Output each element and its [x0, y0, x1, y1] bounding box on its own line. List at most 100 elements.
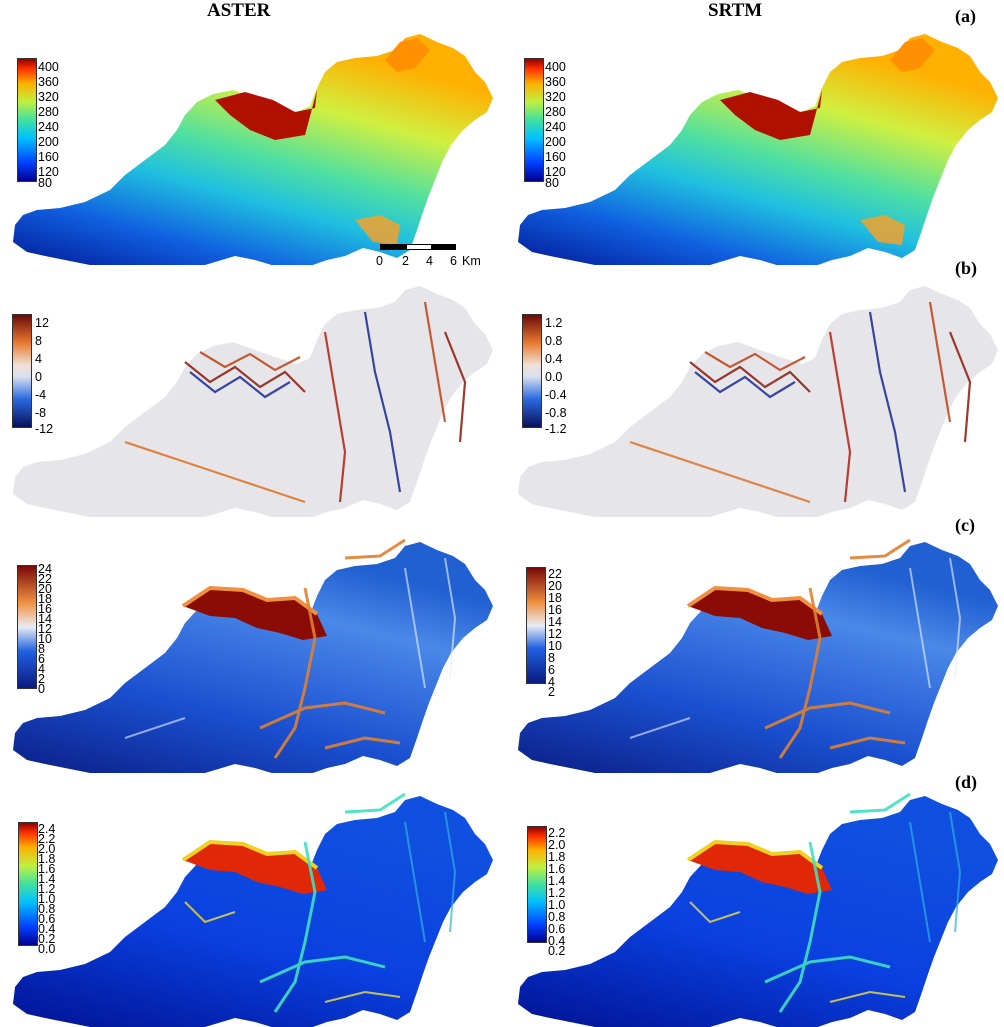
colorbar-slope-srtm: [526, 567, 546, 684]
cbar-c-srtm-tick: 12: [548, 627, 562, 641]
cbar-a-aster-tick: 360: [38, 75, 59, 89]
scale-tick: 4: [426, 254, 433, 268]
cbar-c-aster-tick: 14: [38, 612, 52, 626]
cbar-c-aster-tick: 12: [38, 622, 52, 636]
cbar-d-aster-tick: 1.4: [38, 872, 56, 886]
row-label-b: (b): [955, 258, 977, 278]
cbar-b-srtm-tick: 0.0: [545, 370, 563, 384]
cbar-d-aster-tick: 2.0: [38, 842, 56, 856]
cbar-d-aster-tick: 0.0: [38, 942, 56, 956]
elevation-map-srtm: [510, 20, 1000, 265]
cbar-d-aster-tick: 1.2: [38, 882, 56, 896]
cbar-a-aster-tick: 160: [38, 150, 59, 164]
cbar-d-srtm-tick: 1.4: [548, 874, 566, 888]
cbar-d-srtm-tick: 1.8: [548, 850, 566, 864]
colorbar-curvature-aster: [12, 314, 32, 428]
cbar-a-srtm-tick: 320: [545, 90, 566, 104]
cbar-d-aster-tick: 0.8: [38, 902, 56, 916]
scale-tick: 6: [450, 254, 457, 268]
cbar-a-aster-tick: 200: [38, 135, 59, 149]
cbar-c-srtm-tick: 4: [548, 675, 555, 689]
cbar-d-srtm-tick: 0.6: [548, 922, 566, 936]
cbar-c-aster-tick: 0: [38, 682, 45, 696]
slope-map-aster: [5, 528, 495, 773]
cbar-a-aster-tick: 320: [38, 90, 59, 104]
cbar-b-srtm-tick: 1.2: [545, 316, 563, 330]
cbar-d-srtm-tick: 1.6: [548, 862, 566, 876]
cbar-c-srtm-tick: 2: [548, 685, 555, 699]
cbar-d-aster-tick: 2.2: [38, 832, 56, 846]
scale-tick: 0: [376, 254, 383, 268]
cbar-c-srtm-tick: 22: [548, 567, 562, 581]
cbar-d-aster-tick: 2.4: [38, 822, 56, 836]
cbar-a-srtm-tick: 240: [545, 120, 566, 134]
cbar-b-srtm-tick: 0.8: [545, 334, 563, 348]
cbar-c-srtm-tick: 6: [548, 663, 555, 677]
scale-unit: Km: [462, 254, 481, 268]
cbar-d-aster-tick: 0.4: [38, 922, 56, 936]
cbar-c-aster-tick: 10: [38, 632, 52, 646]
colorbar-elevation-srtm: [524, 58, 544, 182]
cbar-c-aster-tick: 16: [38, 602, 52, 616]
scale-tick: 2: [402, 254, 409, 268]
cbar-b-aster-tick: 0: [35, 370, 42, 384]
cbar-d-srtm-tick: 0.2: [548, 944, 566, 958]
ls-factor-map-srtm: [510, 782, 1000, 1027]
column-title-srtm: SRTM: [708, 0, 763, 21]
row-label-d: (d): [955, 772, 977, 792]
cbar-b-aster-tick: 8: [35, 334, 42, 348]
cbar-d-aster-tick: 1.6: [38, 862, 56, 876]
scale-bar: 0 2 4 6 Km: [376, 244, 490, 270]
cbar-b-aster-tick: 4: [35, 352, 42, 366]
curvature-map-aster: [5, 272, 495, 517]
cbar-a-srtm-tick: 80: [545, 176, 559, 190]
cbar-c-aster-tick: 24: [38, 562, 52, 576]
elevation-map-aster: [5, 20, 495, 265]
cbar-c-aster-tick: 6: [38, 652, 45, 666]
cbar-b-srtm-tick: 0.4: [545, 352, 563, 366]
cbar-a-aster-tick: 280: [38, 105, 59, 119]
cbar-a-aster-tick: 120: [38, 165, 59, 179]
cbar-a-aster-tick: 400: [38, 60, 59, 74]
column-title-aster: ASTER: [207, 0, 271, 21]
cbar-d-srtm-tick: 2.0: [548, 838, 566, 852]
ls-factor-map-aster: [5, 782, 495, 1027]
colorbar-slope-aster: [17, 565, 37, 689]
curvature-map-srtm: [510, 272, 1000, 517]
cbar-d-srtm-tick: 2.2: [548, 826, 566, 840]
cbar-b-aster-tick: -4: [35, 388, 47, 402]
row-label-a: (a): [955, 6, 976, 26]
cbar-b-srtm-tick: -0.4: [545, 388, 567, 402]
cbar-b-aster-tick: -12: [35, 422, 54, 436]
cbar-a-srtm-tick: 280: [545, 105, 566, 119]
cbar-a-srtm-tick: 360: [545, 75, 566, 89]
colorbar-ls-aster: [18, 822, 38, 946]
colorbar-elevation-aster: [17, 58, 37, 182]
colorbar-ls-srtm: [527, 826, 547, 943]
cbar-b-srtm-tick: -1.2: [545, 422, 567, 436]
cbar-c-aster-tick: 18: [38, 592, 52, 606]
cbar-c-srtm-tick: 18: [548, 591, 562, 605]
cbar-c-aster-tick: 20: [38, 582, 52, 596]
colorbar-curvature-srtm: [522, 314, 542, 428]
cbar-c-srtm-tick: 8: [548, 651, 555, 665]
cbar-a-srtm-tick: 400: [545, 60, 566, 74]
row-label-c: (c): [955, 515, 975, 535]
cbar-d-aster-tick: 0.2: [38, 932, 56, 946]
cbar-a-srtm-tick: 120: [545, 165, 566, 179]
cbar-c-srtm-tick: 20: [548, 579, 562, 593]
cbar-d-aster-tick: 0.6: [38, 912, 56, 926]
cbar-c-srtm-tick: 14: [548, 615, 562, 629]
cbar-a-srtm-tick: 200: [545, 135, 566, 149]
cbar-c-srtm-tick: 10: [548, 639, 562, 653]
slope-map-srtm: [510, 528, 1000, 773]
cbar-d-srtm-tick: 1.2: [548, 886, 566, 900]
cbar-b-aster-tick: -8: [35, 406, 47, 420]
cbar-b-aster-tick: 12: [35, 316, 49, 330]
cbar-d-aster-tick: 1.8: [38, 852, 56, 866]
cbar-c-aster-tick: 4: [38, 662, 45, 676]
cbar-c-aster-tick: 8: [38, 642, 45, 656]
cbar-c-aster-tick: 22: [38, 572, 52, 586]
cbar-a-aster-tick: 240: [38, 120, 59, 134]
cbar-a-srtm-tick: 160: [545, 150, 566, 164]
